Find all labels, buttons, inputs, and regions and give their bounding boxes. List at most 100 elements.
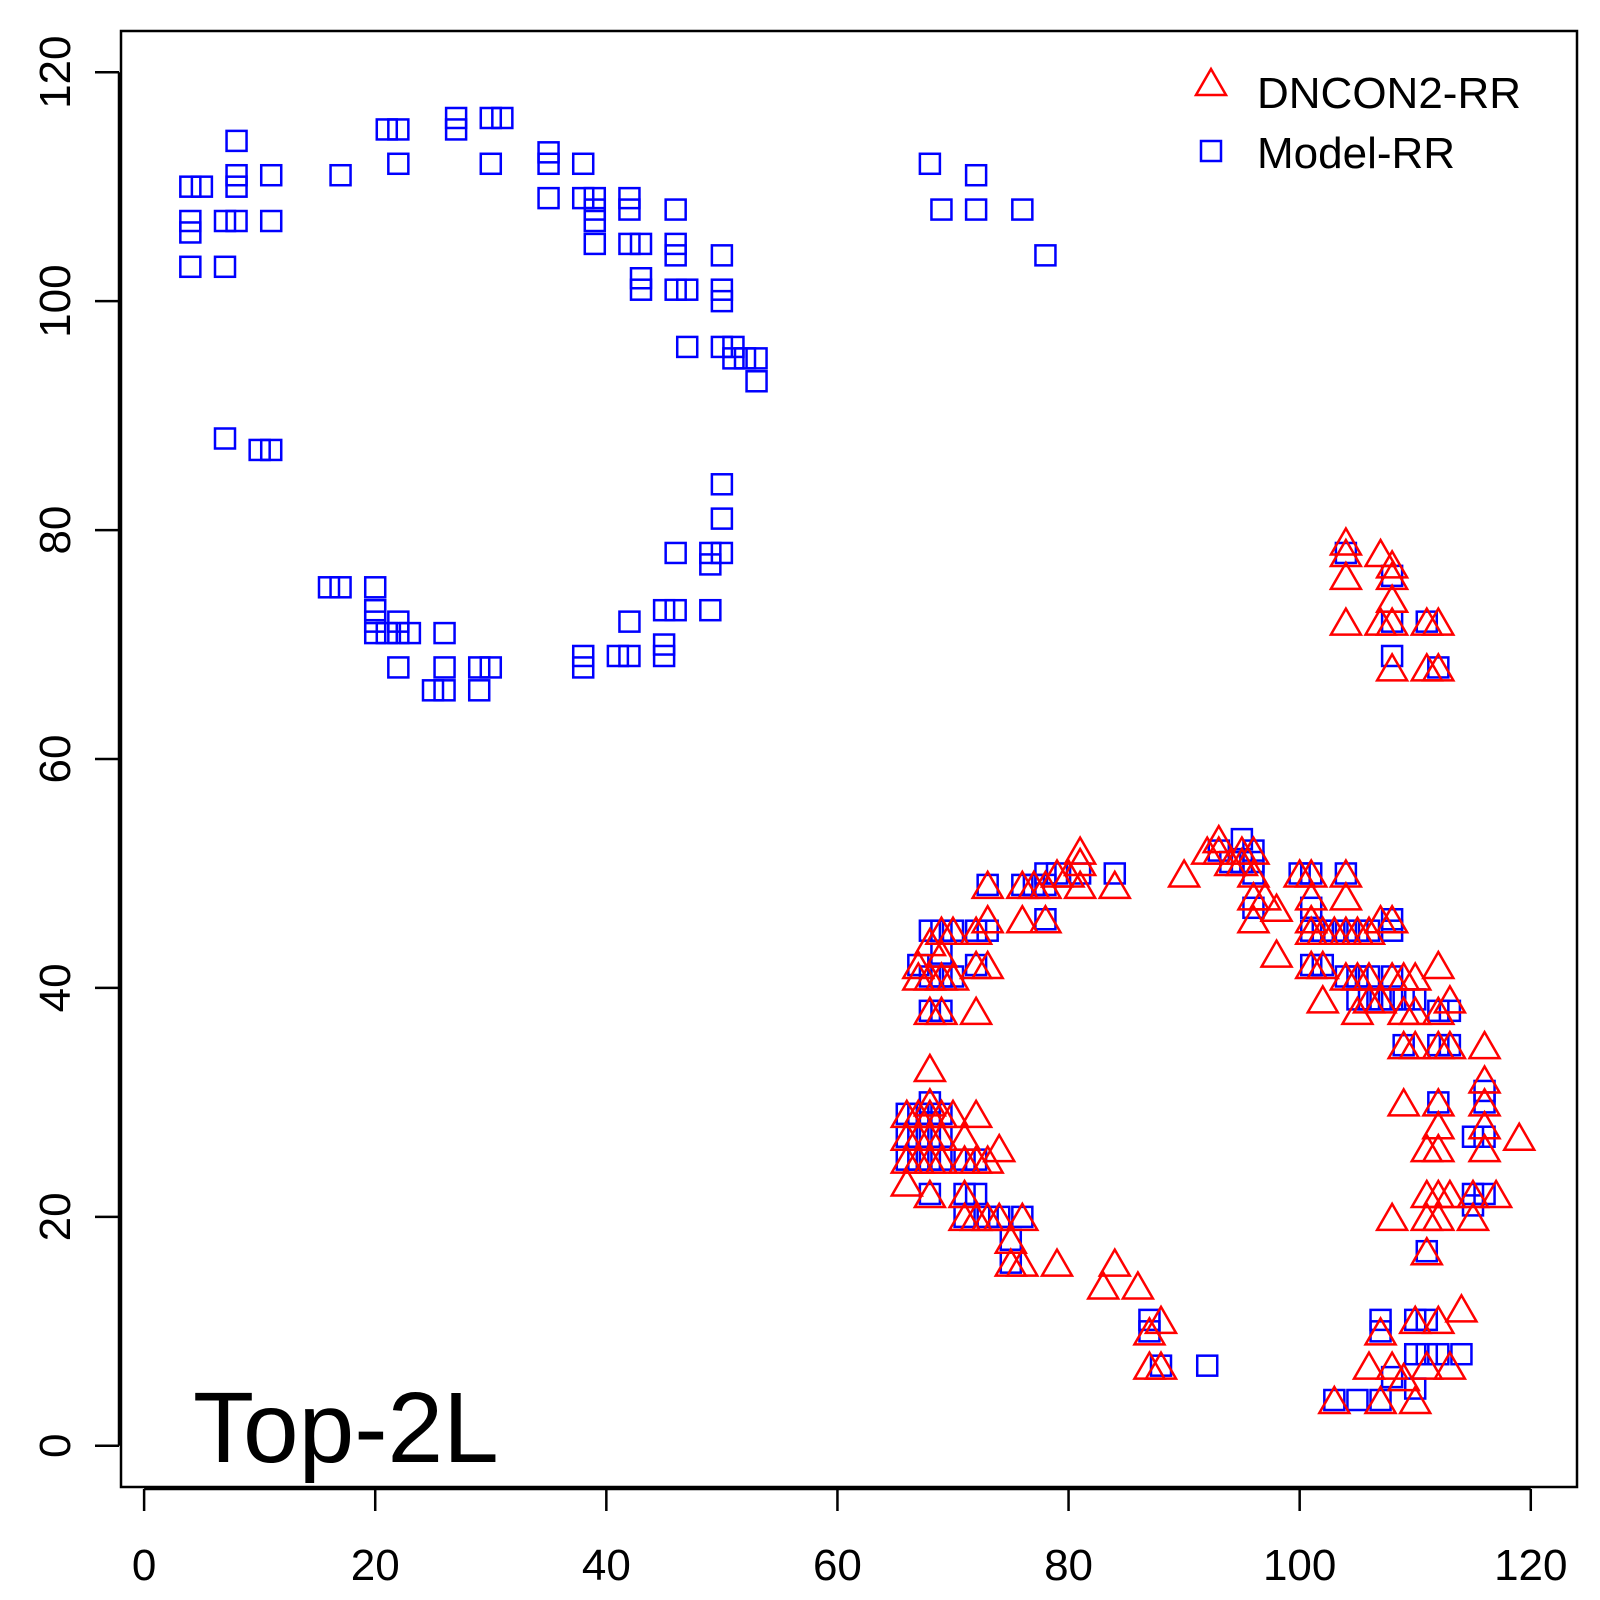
triangle-point <box>1236 880 1271 911</box>
triangle-point <box>924 1121 959 1151</box>
triangle-point <box>1166 857 1202 888</box>
triangle-point <box>935 915 971 945</box>
square-point <box>433 656 456 679</box>
square-point <box>710 335 734 359</box>
square-point <box>363 598 387 622</box>
square-point <box>664 278 687 301</box>
square-point <box>629 278 653 301</box>
legend-square-marker <box>1199 139 1223 163</box>
square-point <box>1138 1308 1161 1332</box>
triangle-point <box>970 869 1005 900</box>
square-point <box>225 209 248 233</box>
square-point <box>259 209 283 233</box>
triangle-point <box>1421 651 1456 682</box>
square-point <box>1334 919 1358 942</box>
square-point <box>444 118 468 141</box>
triangle-point <box>1421 949 1456 980</box>
triangle-point <box>1398 1029 1433 1060</box>
square-point <box>329 163 352 187</box>
square-point <box>1380 644 1404 668</box>
square-point <box>964 198 988 221</box>
triangle-point <box>1236 857 1271 888</box>
triangle-point <box>924 995 959 1026</box>
triangle-point <box>1328 537 1364 568</box>
triangle-point <box>1409 1350 1444 1380</box>
y-axis: 0 20 40 60 80 100 120 <box>31 35 121 1458</box>
y-tick-label: 80 <box>31 506 80 555</box>
square-point <box>1323 1388 1346 1412</box>
square-point <box>976 919 999 942</box>
square-point <box>537 141 560 164</box>
square-point <box>1195 1354 1219 1377</box>
triangle-point <box>1120 1270 1156 1300</box>
square-point <box>1415 610 1439 633</box>
triangle-point <box>1421 1132 1456 1163</box>
square-point <box>1369 1308 1392 1332</box>
y-tick-label: 120 <box>31 35 80 108</box>
x-tick-label: 120 <box>1494 1541 1567 1590</box>
square-point <box>675 335 699 359</box>
triangle-point <box>1294 903 1329 934</box>
square-point <box>1427 1033 1450 1057</box>
square-point <box>664 598 687 622</box>
square-point <box>1299 953 1323 977</box>
square-point <box>444 106 468 130</box>
triangle-point <box>1224 846 1260 877</box>
square-point <box>491 106 514 130</box>
triangle-point <box>1467 1029 1502 1060</box>
square-point <box>664 244 687 267</box>
triangle-point <box>958 1098 994 1129</box>
triangle-point <box>912 1052 948 1083</box>
triangle-point <box>1201 823 1236 854</box>
x-tick-label: 40 <box>582 1541 631 1590</box>
x-tick-label: 0 <box>132 1541 156 1590</box>
triangle-point <box>912 926 948 957</box>
square-point <box>583 198 607 221</box>
square-point <box>225 163 248 187</box>
square-point <box>433 621 456 645</box>
square-point <box>745 370 768 393</box>
square-point <box>387 621 410 645</box>
square-point <box>629 266 653 290</box>
square-point <box>1311 919 1335 942</box>
square-point <box>571 656 595 679</box>
series-layer <box>179 106 1537 1415</box>
square-point <box>710 473 734 496</box>
y-tick-label: 20 <box>31 1192 80 1241</box>
triangle-point <box>1398 1304 1433 1335</box>
triangle-point <box>1363 1384 1398 1415</box>
triangle-point <box>1386 1361 1421 1392</box>
triangle-point <box>1062 835 1098 865</box>
triangle-point <box>889 1167 924 1197</box>
x-tick-label: 60 <box>813 1541 862 1590</box>
square-point <box>1034 244 1057 267</box>
triangle-point <box>970 949 1005 980</box>
triangle-point <box>1294 880 1329 911</box>
square-point <box>675 278 699 301</box>
triangle-point <box>1455 1201 1491 1232</box>
square-point <box>664 198 687 221</box>
square-point <box>1299 919 1323 942</box>
square-point <box>571 186 595 210</box>
triangle-point <box>1444 1292 1479 1323</box>
triangle-point <box>1421 1086 1456 1117</box>
square-point <box>1138 1320 1161 1343</box>
square-point <box>1103 862 1127 885</box>
legend-label-dncon2-rr: DNCON2-RR <box>1257 69 1521 118</box>
triangle-point <box>1097 869 1132 900</box>
triangle-point <box>1432 1029 1468 1060</box>
square-point <box>618 610 641 633</box>
square-point <box>1427 656 1450 679</box>
triangle-point <box>1374 560 1410 591</box>
square-point <box>699 598 722 622</box>
triangle-point <box>1028 903 1063 934</box>
triangle-point <box>1039 1247 1075 1277</box>
square-point <box>733 347 757 370</box>
square-point <box>259 438 283 462</box>
square-point <box>259 163 283 187</box>
square-point <box>213 255 237 279</box>
triangle-point <box>1097 1247 1132 1277</box>
square-point <box>179 209 202 233</box>
triangle-point <box>935 960 971 991</box>
